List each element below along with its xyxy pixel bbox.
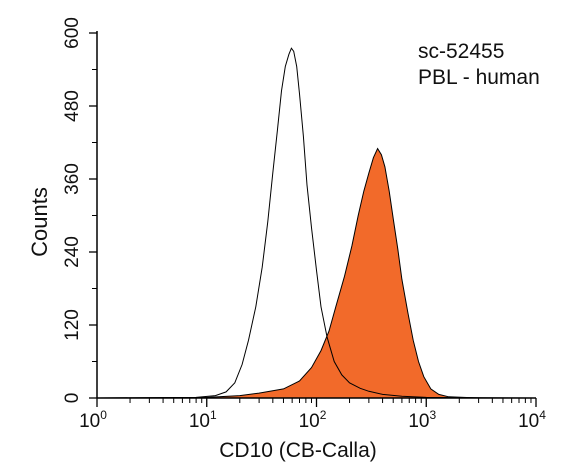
x-tick-label: 103 — [408, 408, 436, 432]
y-tick-label: 0 — [62, 393, 83, 404]
x-axis-ticks: 100 101 102 103 104 — [79, 398, 546, 432]
y-tick-label: 600 — [62, 17, 83, 49]
y-axis-ticks: 0 120 240 360 480 600 — [62, 17, 97, 403]
x-axis-label: CD10 (CB-Calla) — [219, 439, 377, 462]
y-axis-label: Counts — [27, 187, 52, 257]
x-tick-label: 100 — [79, 408, 107, 432]
sample-id-annotation: sc-52455 — [418, 40, 504, 63]
y-tick-label: 480 — [62, 90, 83, 122]
x-tick-label: 101 — [189, 408, 217, 432]
histogram-filled-series — [96, 147, 536, 399]
x-tick-label: 104 — [518, 408, 546, 432]
histogram-outline-series — [96, 47, 537, 399]
cell-type-annotation: PBL - human — [418, 66, 540, 89]
y-tick-label: 240 — [62, 236, 83, 268]
y-tick-label: 120 — [62, 309, 83, 341]
y-tick-label: 360 — [62, 163, 83, 195]
x-tick-label: 102 — [299, 408, 327, 432]
plot-series — [96, 47, 537, 399]
